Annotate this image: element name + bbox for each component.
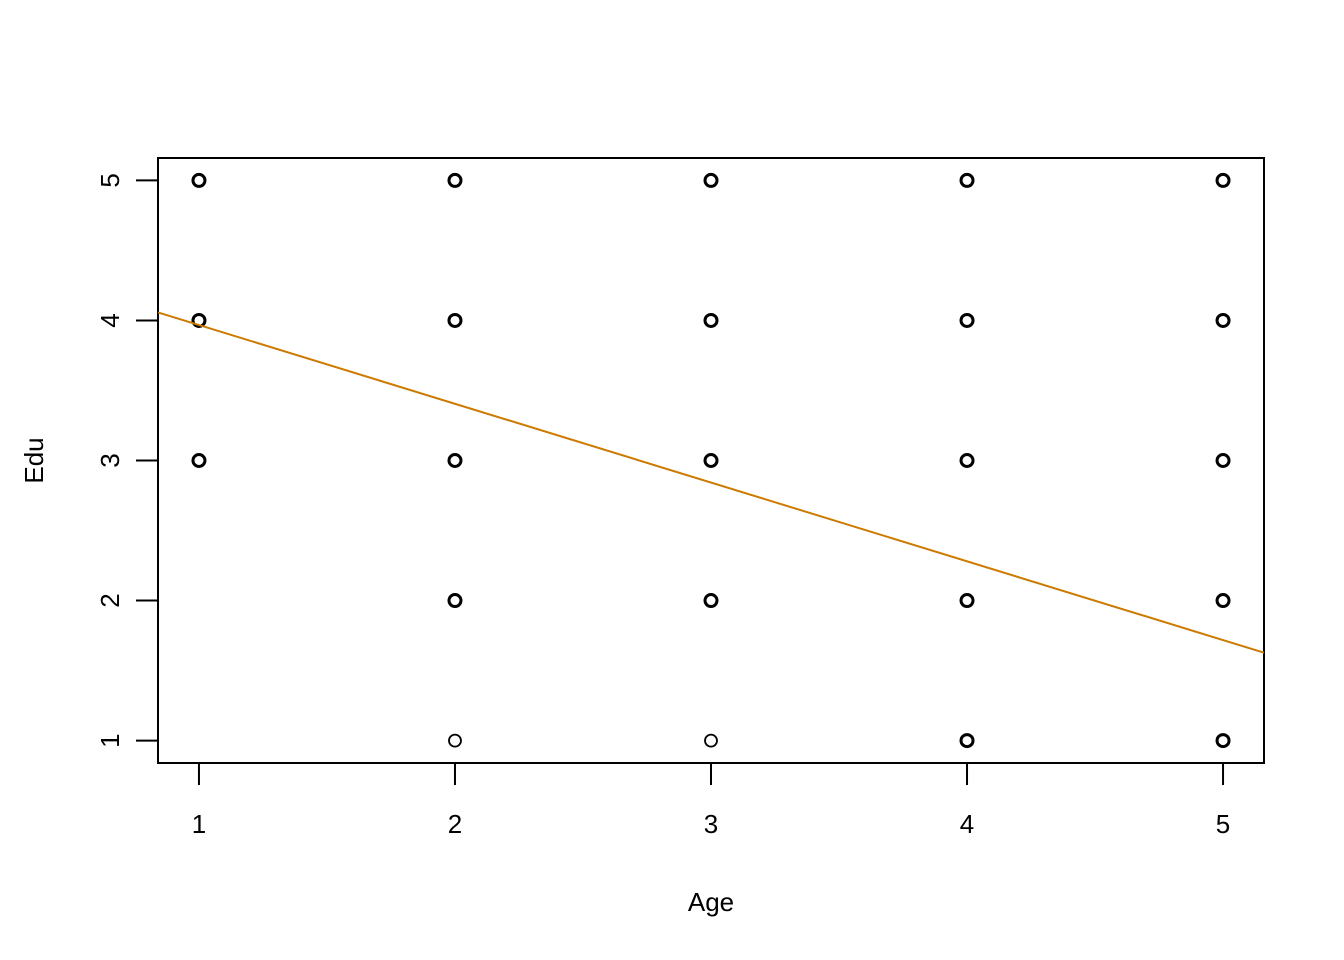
data-point xyxy=(447,453,463,468)
plot-frame xyxy=(157,157,1265,764)
data-point xyxy=(959,312,975,328)
data-point xyxy=(191,312,207,328)
x-tick-label: 3 xyxy=(704,809,718,839)
data-point xyxy=(703,312,719,328)
regression-line-layer xyxy=(157,311,1265,654)
y-tick-label: 1 xyxy=(95,733,125,747)
data-point xyxy=(191,453,207,468)
y-tick-label: 3 xyxy=(95,453,125,467)
data-point xyxy=(703,453,719,468)
data-point xyxy=(959,593,975,609)
x-tick-label: 5 xyxy=(1216,809,1230,839)
x-axis-label: Age xyxy=(688,887,734,917)
y-axis: 1 2 3 4 5 xyxy=(95,173,159,748)
y-axis-label: Edu xyxy=(19,437,49,483)
data-point xyxy=(447,172,463,188)
data-point xyxy=(959,733,975,749)
data-point xyxy=(703,172,719,188)
x-tick-label: 2 xyxy=(448,809,462,839)
points-layer xyxy=(191,172,1231,749)
regression-line xyxy=(157,311,1265,654)
data-point xyxy=(704,733,718,748)
y-tick-label: 5 xyxy=(95,173,125,187)
data-point xyxy=(1215,172,1231,188)
y-tick-label: 4 xyxy=(95,313,125,327)
x-tick-label: 4 xyxy=(960,809,974,839)
data-point xyxy=(448,733,462,748)
data-point xyxy=(959,453,975,468)
data-point xyxy=(1215,453,1231,468)
y-tick-label: 2 xyxy=(95,593,125,607)
data-point xyxy=(703,593,719,609)
data-point xyxy=(191,172,207,188)
data-point xyxy=(447,312,463,328)
data-point xyxy=(959,172,975,188)
x-axis: 1 2 3 4 5 xyxy=(192,762,1230,839)
data-point xyxy=(1215,733,1231,749)
data-point xyxy=(1215,312,1231,328)
x-tick-label: 1 xyxy=(192,809,206,839)
data-point xyxy=(447,593,463,609)
data-point xyxy=(1215,593,1231,609)
